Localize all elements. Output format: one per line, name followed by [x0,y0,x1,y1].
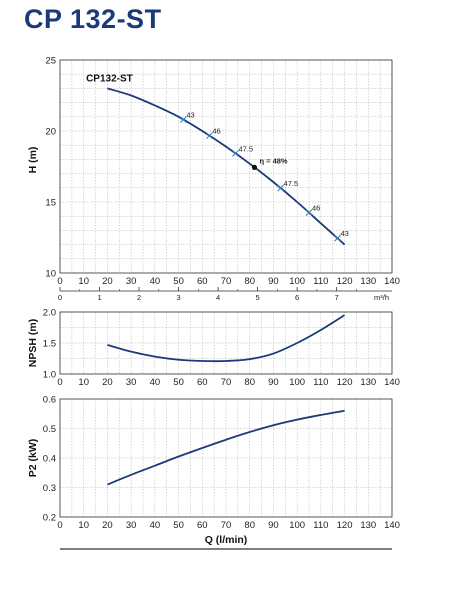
efficiency-mark-label: 46 [312,204,320,213]
npsh-x-tick-label: 30 [126,377,137,388]
power-x-tick-label: 0 [57,520,62,531]
head-plot-frame [59,59,393,274]
head-x-tick-label: 20 [102,276,113,287]
head-curve-line [107,87,346,246]
head-x-tick-label: 40 [150,276,161,287]
efficiency-mark [305,209,313,217]
secondary-axis-tick-label: 3 [176,293,180,302]
head-y-tick-label: 20 [45,127,56,138]
head-x-tick-label: 110 [313,276,328,287]
efficiency-mark [334,234,341,242]
power-y-tick-label: 0.3 [43,483,56,494]
npsh-x-tick-label: 60 [197,377,208,388]
npsh-x-tick-label: 10 [78,377,89,388]
power-x-tick-label: 10 [78,520,89,531]
power-y-tick-label: 0.6 [43,395,56,406]
npsh-x-tick-label: 100 [289,377,305,388]
npsh-y-tick-label: 2.0 [43,308,56,319]
npsh-x-tick-label: 50 [173,377,184,388]
power-y-tick-label: 0.5 [43,424,56,435]
power-x-tick-label: 50 [173,520,184,531]
secondary-axis-tick-label: 1 [97,293,101,302]
npsh-x-tick-label: 90 [268,377,279,388]
npsh-x-tick-label: 0 [57,377,62,388]
head-y-tick-label: 10 [45,269,56,280]
secondary-axis-tick-label: 5 [256,293,260,302]
secondary-axis-tick-label: 0 [58,293,62,302]
secondary-axis-tick-label: 2 [137,293,141,302]
power-x-tick-label: 80 [244,520,255,531]
npsh-y-axis-label: NPSH (m) [27,319,39,367]
power-x-axis-label: Q (l/min) [205,534,248,546]
head-x-tick-label: 0 [57,276,62,287]
head-x-tick-label: 60 [197,276,208,287]
efficiency-mark-label: 46 [212,127,220,136]
head-x-tick-label: 130 [360,276,376,287]
secondary-axis-tick-label: 6 [295,293,299,302]
head-curve-label: CP132-ST [86,73,133,84]
best-efficiency-label: η = 48% [259,156,287,165]
power-plot-frame [59,398,393,518]
power-y-tick-label: 0.2 [43,513,56,524]
head-x-tick-label: 120 [337,276,353,287]
secondary-axis-unit: m³/h [374,293,389,302]
head-x-tick-label: 30 [126,276,137,287]
power-x-tick-label: 40 [150,520,161,531]
npsh-x-tick-label: 130 [360,377,376,388]
power-x-tick-label: 110 [313,520,328,531]
npsh-plot-frame [59,311,393,375]
head-y-tick-label: 25 [45,56,56,67]
power-x-tick-label: 120 [337,520,353,531]
power-x-tick-label: 20 [102,520,113,531]
page-title: CP 132-ST [24,4,162,34]
head-y-axis-label: H (m) [27,147,39,174]
power-curve-line [107,409,345,486]
npsh-x-tick-label: 70 [221,377,232,388]
efficiency-mark [232,150,239,157]
npsh-x-tick-label: 80 [244,377,255,388]
npsh-curve-line [107,314,346,363]
head-x-tick-label: 10 [78,276,89,287]
npsh-x-tick-label: 110 [313,377,328,388]
power-x-tick-label: 60 [197,520,208,531]
efficiency-mark-label: 43 [186,111,194,120]
power-x-tick-label: 100 [289,520,305,531]
secondary-axis-tick-label: 4 [216,293,220,302]
npsh-x-tick-label: 120 [337,377,353,388]
head-y-tick-label: 15 [45,198,56,209]
npsh-y-tick-label: 1.5 [43,339,56,350]
head-x-tick-label: 140 [384,276,400,287]
efficiency-mark-label: 47.5 [284,179,299,188]
secondary-axis-tick-label: 7 [335,293,339,302]
best-efficiency-point [251,164,258,170]
efficiency-mark [179,116,187,123]
power-y-axis-label: P2 (kW) [27,439,39,478]
power-x-tick-label: 70 [221,520,232,531]
npsh-y-tick-label: 1.0 [43,370,56,381]
head-x-tick-label: 80 [244,276,255,287]
power-x-tick-label: 130 [360,520,376,531]
efficiency-mark-label: 47.5 [238,144,253,153]
head-x-tick-label: 70 [221,276,232,287]
power-x-tick-label: 140 [384,520,400,531]
head-x-tick-label: 50 [173,276,184,287]
head-x-tick-label: 90 [268,276,279,287]
efficiency-mark [206,132,213,140]
power-x-tick-label: 30 [126,520,137,531]
npsh-x-tick-label: 20 [102,377,113,388]
npsh-x-tick-label: 140 [384,377,400,388]
efficiency-mark [277,184,284,192]
efficiency-mark-label: 43 [340,229,348,238]
npsh-x-tick-label: 40 [150,377,161,388]
head-x-tick-label: 100 [289,276,305,287]
power-x-tick-label: 90 [268,520,279,531]
power-y-tick-label: 0.4 [43,454,56,465]
